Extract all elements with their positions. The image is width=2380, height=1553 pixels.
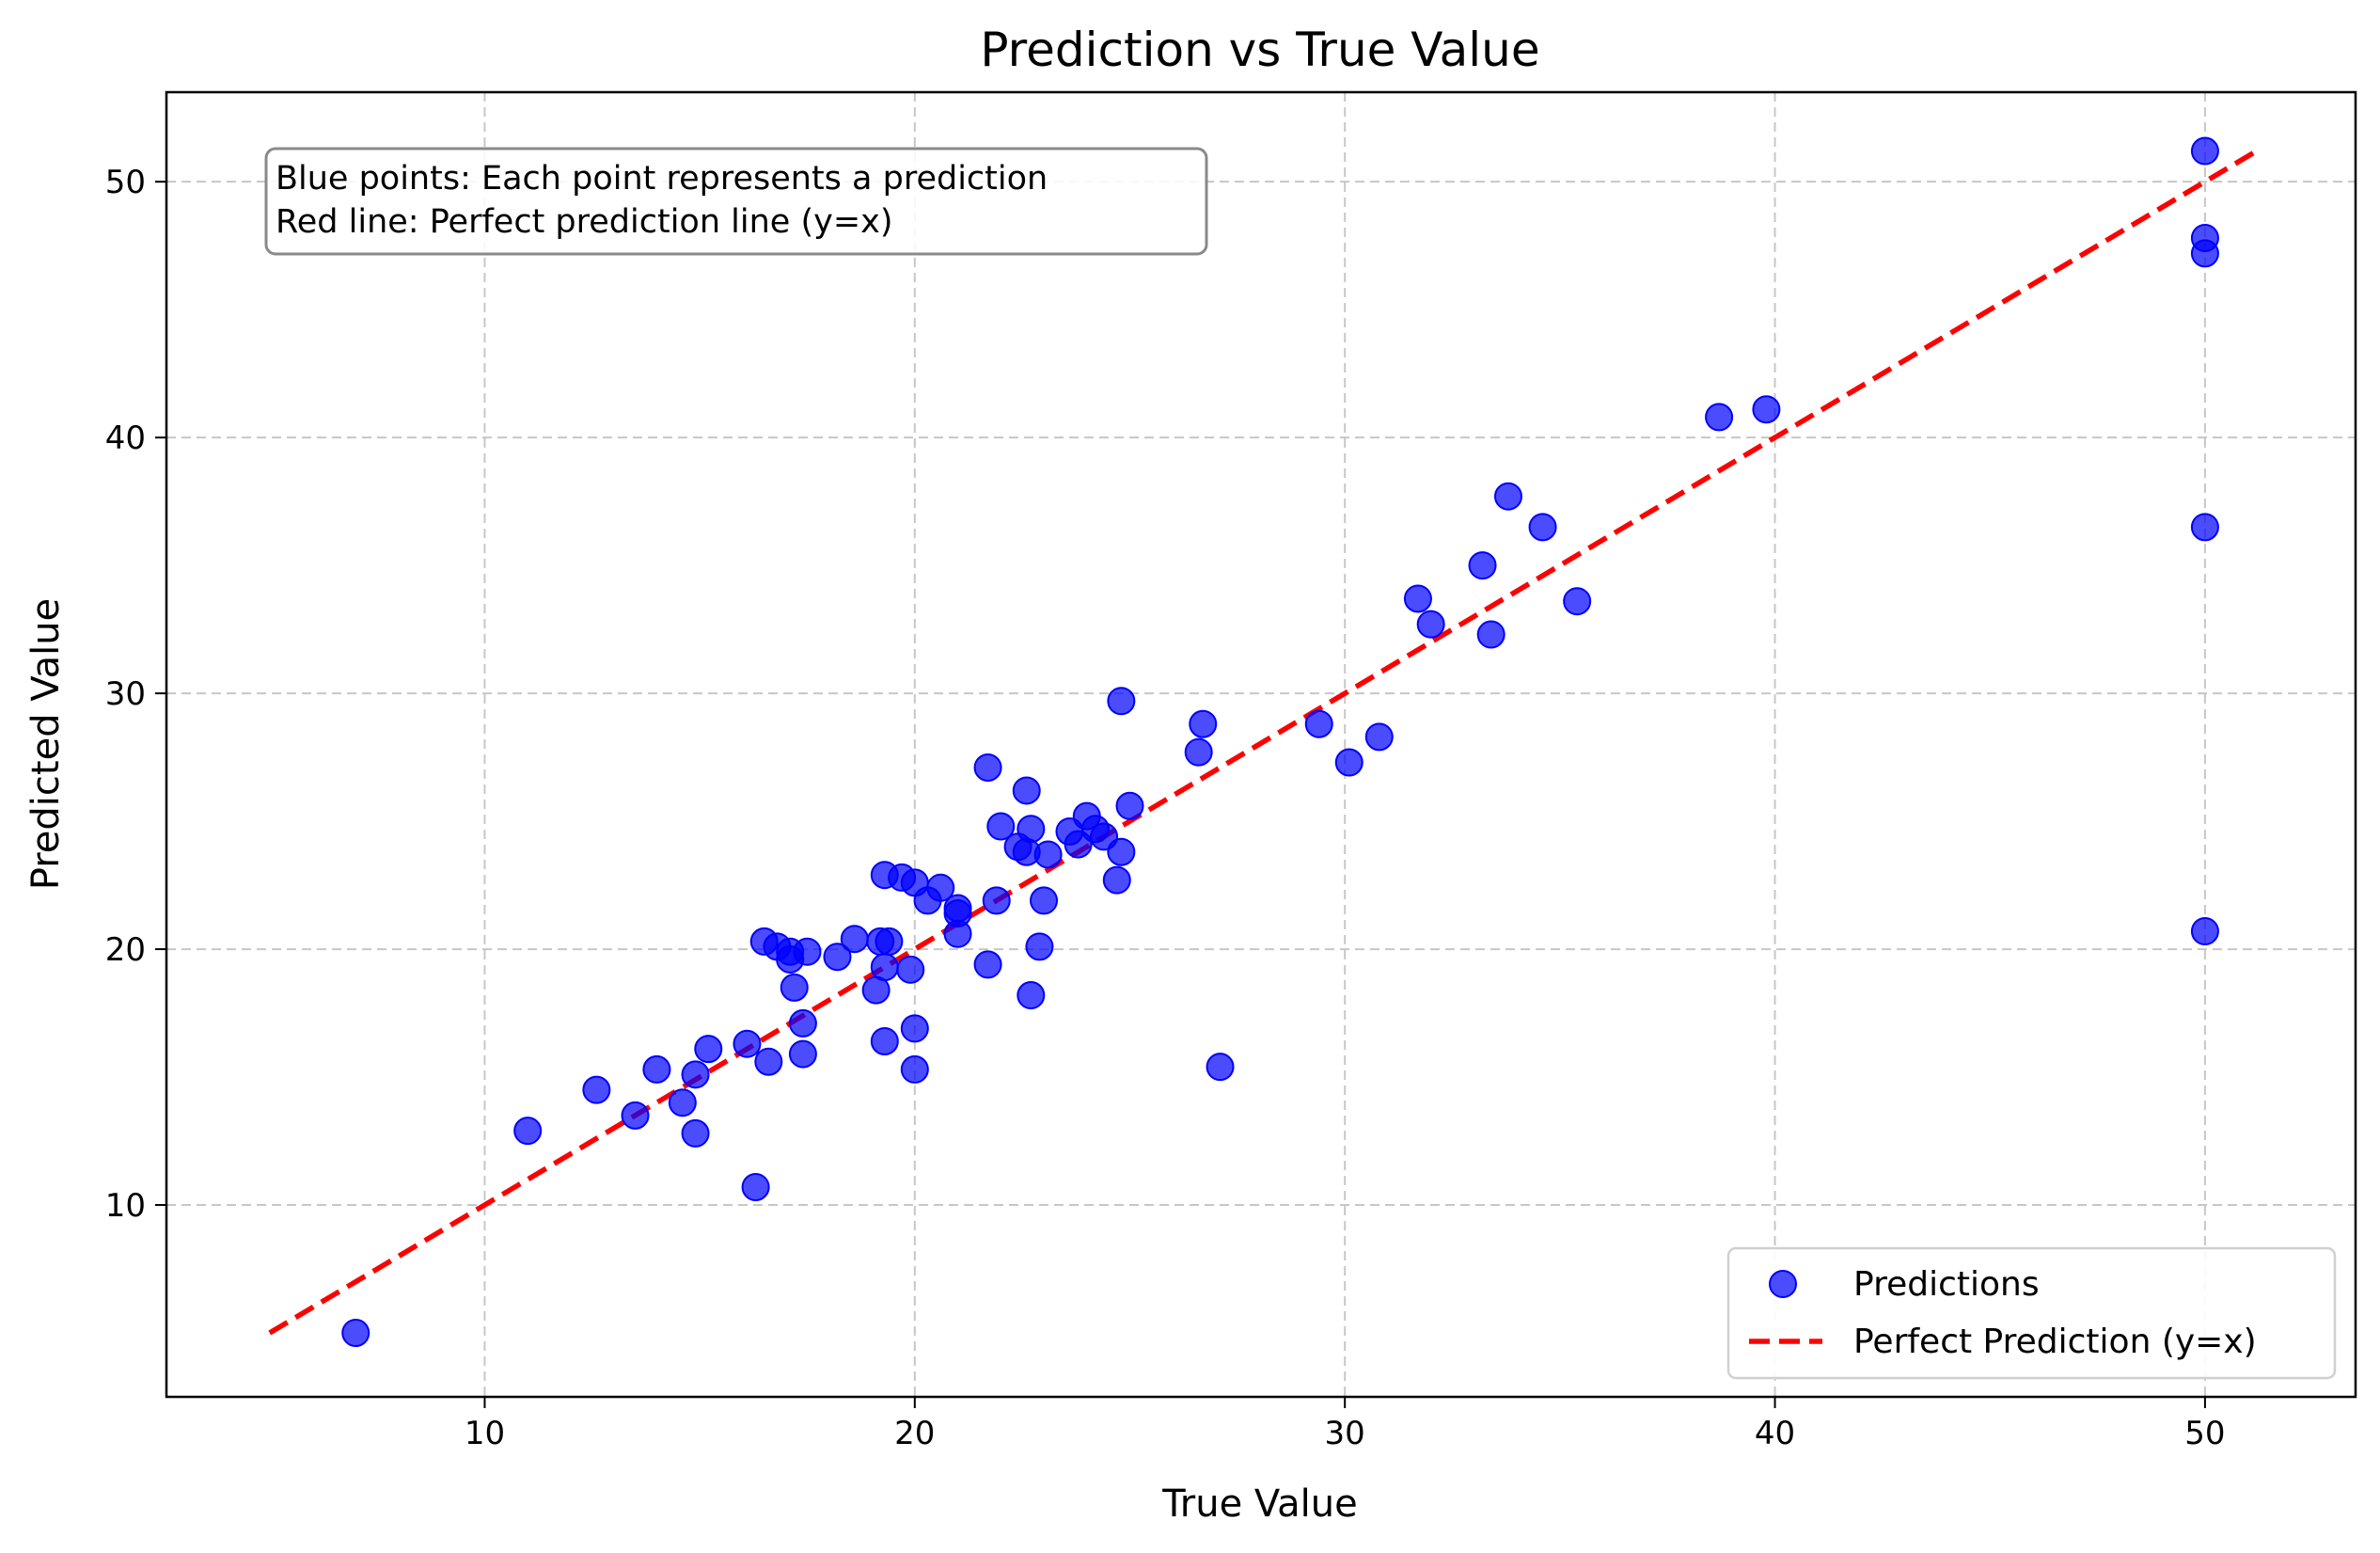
- prediction-point: [1107, 837, 1136, 866]
- prediction-point: [341, 1319, 370, 1348]
- y-axis-label: Predicted Value: [24, 598, 68, 890]
- prediction-point: [1493, 482, 1522, 511]
- prediction-point: [1563, 587, 1592, 616]
- x-axis-label: True Value: [1161, 1482, 1358, 1526]
- prediction-point: [1476, 620, 1505, 649]
- prediction-point: [973, 753, 1002, 782]
- y-tick-label: 10: [105, 1187, 146, 1225]
- legend-label-line: Perfect Prediction (y=x): [1853, 1323, 2257, 1361]
- prediction-point: [741, 1172, 770, 1201]
- x-tick-label: 30: [1325, 1415, 1365, 1452]
- prediction-point: [2190, 513, 2219, 542]
- prediction-point: [668, 1088, 697, 1117]
- prediction-point: [870, 1026, 899, 1055]
- prediction-point: [926, 873, 955, 902]
- legend-box: [1726, 1246, 2337, 1380]
- prediction-point: [1403, 584, 1432, 613]
- plot-area: 10 20 30 40 50 10 20 30 40 50 Blue points: Each po…: [105, 90, 2357, 1452]
- prediction-point: [1334, 748, 1363, 777]
- prediction-point: [875, 927, 904, 956]
- prediction-point: [2190, 917, 2219, 946]
- prediction-point: [1017, 981, 1046, 1010]
- axes-frame: [165, 90, 2357, 1399]
- prediction-point: [780, 973, 809, 1002]
- y-tick-label: 30: [105, 675, 146, 713]
- prediction-point: [986, 812, 1016, 841]
- x-tick-label: 10: [465, 1415, 505, 1452]
- prediction-point: [1364, 722, 1394, 752]
- legend-label-predictions: Predictions: [1853, 1265, 2040, 1304]
- prediction-point: [1528, 513, 1557, 542]
- prediction-point: [733, 1029, 762, 1058]
- annotation-box: [264, 147, 1208, 256]
- prediction-point: [1416, 610, 1445, 639]
- prediction-point: [900, 1054, 929, 1084]
- perfect-prediction-line: [268, 149, 2259, 1336]
- prediction-point: [793, 937, 822, 966]
- prediction-point: [621, 1101, 650, 1130]
- prediction-point: [896, 955, 925, 984]
- prediction-point: [1025, 932, 1054, 961]
- prediction-point: [1107, 687, 1136, 716]
- x-tick-label: 40: [1755, 1415, 1795, 1452]
- prediction-point: [1033, 840, 1063, 869]
- prediction-point: [513, 1117, 543, 1146]
- prediction-point: [973, 950, 1002, 979]
- prediction-point: [1017, 815, 1046, 844]
- prediction-point: [1184, 737, 1213, 767]
- legend: Predictions Perfect Prediction (y=x): [1726, 1246, 2337, 1380]
- prediction-point: [870, 953, 899, 982]
- prediction-point: [1012, 776, 1041, 805]
- prediction-point: [823, 943, 852, 972]
- prediction-point: [694, 1035, 723, 1064]
- x-tick-label: 50: [2184, 1415, 2225, 1452]
- x-tick-label: 20: [894, 1415, 935, 1452]
- prediction-point: [582, 1075, 611, 1104]
- prediction-point: [642, 1054, 671, 1084]
- prediction-point: [1102, 865, 1131, 895]
- legend-marker-predictions: [1769, 1270, 1797, 1298]
- prediction-point: [2190, 239, 2219, 268]
- prediction-point: [681, 1060, 710, 1089]
- prediction-point: [1206, 1053, 1235, 1082]
- prediction-point: [681, 1118, 710, 1148]
- prediction-point: [1705, 403, 1734, 432]
- prediction-point: [754, 1047, 783, 1076]
- prediction-point: [1752, 395, 1781, 424]
- annotation-text: Blue points: Each point represents a pre…: [276, 160, 1048, 198]
- prediction-point: [1030, 886, 1059, 915]
- prediction-point: [900, 1014, 929, 1043]
- annotation-text: Red line: Perfect prediction line (y=x): [276, 203, 893, 241]
- chart-title: Prediction vs True Value: [980, 23, 1539, 77]
- prediction-point: [982, 886, 1011, 915]
- prediction-point: [943, 919, 972, 948]
- prediction-point: [2190, 136, 2219, 166]
- prediction-point: [1468, 551, 1497, 580]
- y-tick-label: 20: [105, 931, 146, 969]
- prediction-point: [1304, 709, 1333, 738]
- prediction-point: [1189, 709, 1218, 738]
- prediction-point: [1115, 791, 1144, 820]
- prediction-point: [788, 1008, 817, 1038]
- prediction-point: [840, 925, 869, 954]
- y-tick-label: 40: [105, 420, 146, 457]
- y-tick-label: 50: [105, 164, 146, 201]
- prediction-point: [788, 1039, 817, 1069]
